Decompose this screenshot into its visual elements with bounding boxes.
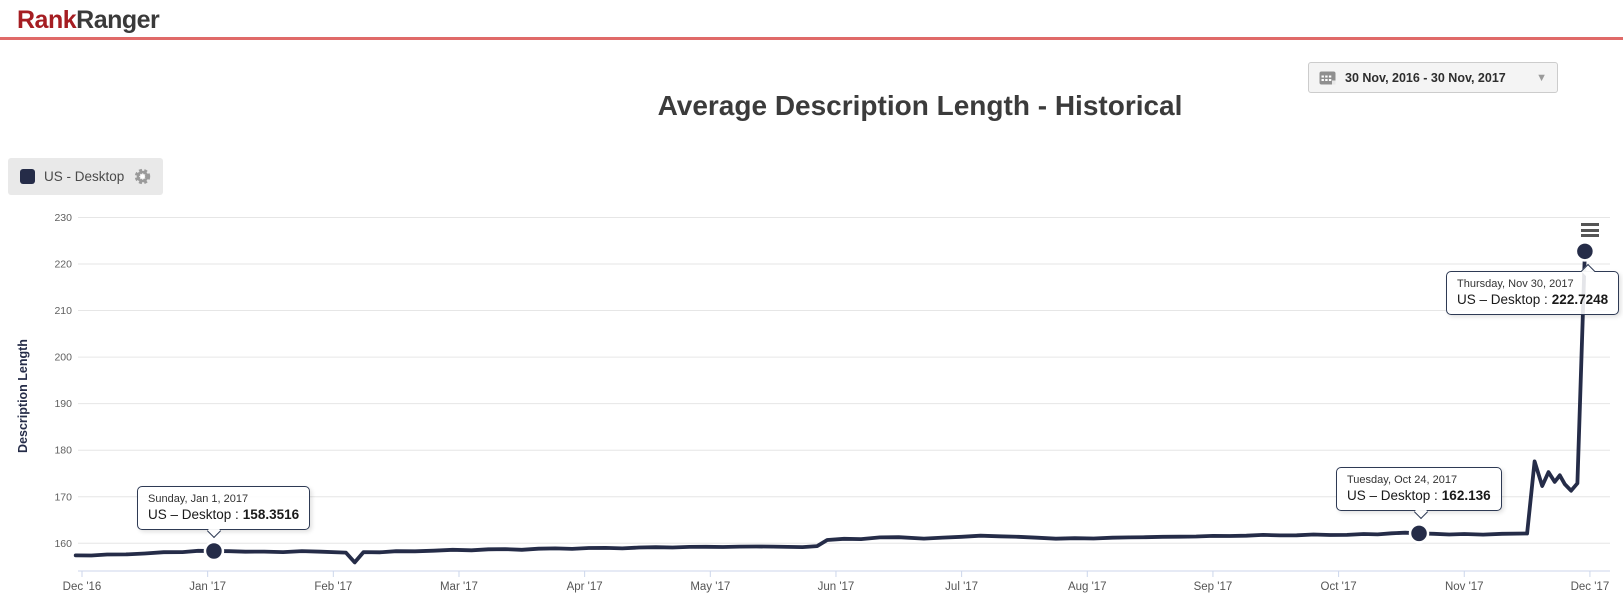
- hamburger-menu-icon[interactable]: [1581, 223, 1599, 240]
- tooltip-value: 158.3516: [242, 507, 300, 522]
- logo-rank-text: Rank: [17, 6, 77, 34]
- rankranger-logo[interactable]: RankRanger: [17, 6, 160, 35]
- chevron-down-icon: ▼: [1536, 71, 1547, 84]
- x-tick-label: Jun '17: [818, 581, 855, 593]
- app-header: RankRanger: [0, 0, 1623, 40]
- tooltip-date: Sunday, Jan 1, 2017: [148, 493, 249, 505]
- date-range-value: 30 Nov, 2016 - 30 Nov, 2017: [1345, 70, 1506, 85]
- y-axis-title: Description Length: [16, 339, 30, 453]
- y-tick-label: 210: [54, 305, 72, 317]
- y-tick-label: 160: [54, 538, 72, 550]
- tooltip-date: Thursday, Nov 30, 2017: [1457, 278, 1574, 290]
- page-title: Average Description Length - Historical: [657, 90, 1183, 121]
- x-tick-label: Jan '17: [189, 581, 226, 593]
- x-tick-label: Dec '17: [1571, 581, 1610, 593]
- y-tick-label: 200: [54, 352, 72, 364]
- legend-item-us-desktop[interactable]: US - Desktop: [8, 158, 164, 195]
- y-tick-label: 180: [54, 445, 72, 457]
- tooltip-nov-30: Thursday, Nov 30, 2017 US – Desktop :222…: [1446, 263, 1620, 315]
- x-tick-label: Mar '17: [440, 581, 478, 593]
- x-tick-label: Aug '17: [1068, 581, 1107, 593]
- calendar-icon: [1319, 70, 1336, 85]
- series-color-swatch: [20, 169, 35, 184]
- tooltip-oct-24: Tuesday, Oct 24, 2017 US – Desktop :162.…: [1336, 467, 1502, 519]
- x-tick-label: Dec '16: [63, 581, 102, 593]
- x-tick-label: Nov '17: [1445, 581, 1484, 593]
- data-point-marker[interactable]: [1574, 241, 1596, 262]
- y-tick-label: 190: [54, 398, 72, 410]
- tooltip-value: 162.136: [1441, 488, 1491, 503]
- x-tick-label: May '17: [690, 581, 730, 593]
- y-tick-label: 170: [54, 491, 72, 503]
- data-point-marker[interactable]: [1408, 523, 1430, 544]
- x-tick-label: Oct '17: [1321, 581, 1357, 593]
- x-tick-label: Apr '17: [567, 581, 603, 593]
- x-tick-label: Feb '17: [314, 581, 352, 593]
- x-tick-label: Jul '17: [945, 581, 978, 593]
- legend-label: US - Desktop: [44, 169, 125, 184]
- x-tick-label: Sep '17: [1194, 581, 1233, 593]
- tooltip-jan-1: Sunday, Jan 1, 2017 US – Desktop :158.35…: [137, 486, 311, 538]
- tooltip-value-line: US – Desktop :162.136: [1347, 488, 1491, 503]
- tooltip-date: Tuesday, Oct 24, 2017: [1347, 474, 1458, 486]
- date-range-picker[interactable]: 30 Nov, 2016 - 30 Nov, 2017 ▼: [1308, 62, 1558, 93]
- y-tick-label: 230: [54, 212, 72, 224]
- tooltip-value-line: US – Desktop :158.3516: [148, 507, 300, 522]
- logo-ranger-text: Ranger: [76, 6, 160, 34]
- y-tick-label: 220: [54, 259, 72, 271]
- gear-icon[interactable]: [134, 168, 151, 185]
- data-point-marker[interactable]: [203, 540, 225, 562]
- tooltip-value-line: US – Desktop :222.7248: [1457, 292, 1609, 307]
- tooltip-value: 222.7248: [1551, 292, 1609, 307]
